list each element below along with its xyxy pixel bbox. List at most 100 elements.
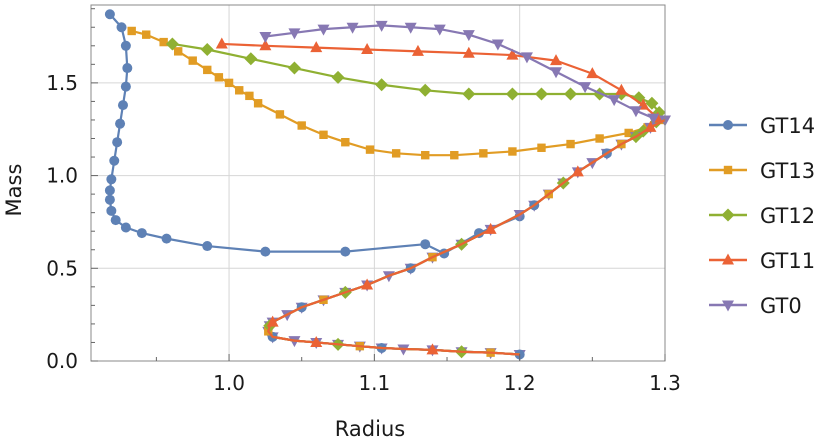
data-point bbox=[375, 78, 389, 92]
legend-marker bbox=[723, 165, 733, 175]
legend-label: GT0 bbox=[760, 294, 802, 318]
x-tick-label: 1.3 bbox=[649, 371, 681, 395]
data-point bbox=[245, 91, 254, 101]
shared-branch-GT11 bbox=[266, 118, 666, 356]
data-point bbox=[566, 139, 575, 149]
data-point bbox=[647, 113, 660, 125]
data-point bbox=[361, 278, 374, 290]
data-point bbox=[411, 44, 424, 56]
legend-marker bbox=[722, 253, 734, 265]
data-point bbox=[484, 222, 497, 234]
data-point bbox=[203, 65, 212, 75]
data-point bbox=[644, 120, 657, 132]
data-point bbox=[202, 241, 213, 252]
data-point bbox=[550, 67, 563, 79]
legend-marker bbox=[723, 120, 733, 130]
data-point bbox=[317, 24, 330, 36]
data-point bbox=[310, 335, 323, 347]
legend: GT14 GT13 GT12 GT11 GT0 bbox=[709, 114, 815, 318]
data-point bbox=[629, 106, 642, 118]
data-point bbox=[275, 110, 285, 119]
y-tick-label: 1.0 bbox=[46, 164, 78, 188]
y-axis-title: Mass bbox=[2, 164, 26, 217]
data-point bbox=[421, 150, 430, 160]
data-point bbox=[200, 43, 214, 56]
data-point bbox=[120, 40, 131, 51]
data-point bbox=[491, 39, 504, 51]
data-point bbox=[418, 83, 432, 97]
data-point bbox=[127, 26, 136, 36]
data-point bbox=[361, 43, 374, 54]
data-point bbox=[159, 37, 168, 47]
data-point bbox=[340, 246, 351, 257]
data-point bbox=[319, 130, 328, 139]
data-point bbox=[615, 83, 628, 95]
legend-item-GT13: GT13 bbox=[709, 159, 815, 183]
data-point bbox=[426, 343, 439, 355]
data-point bbox=[260, 246, 271, 257]
data-point bbox=[505, 87, 519, 101]
legend-label: GT11 bbox=[760, 249, 815, 273]
series-GT13 bbox=[127, 26, 665, 160]
data-point bbox=[104, 194, 115, 205]
data-point bbox=[391, 149, 401, 158]
legend-label: GT12 bbox=[760, 204, 815, 228]
data-point bbox=[122, 63, 133, 74]
axis-ticks: 1.0 1.1 1.2 1.3 0.0 0.5 1.0 1.5 bbox=[46, 8, 681, 395]
data-point bbox=[106, 174, 117, 185]
data-point bbox=[462, 46, 475, 58]
data-point bbox=[112, 137, 123, 148]
data-series bbox=[104, 9, 671, 362]
data-point bbox=[120, 222, 131, 233]
data-point bbox=[115, 118, 126, 129]
data-point bbox=[136, 228, 147, 239]
data-point bbox=[375, 20, 388, 32]
legend-marker bbox=[721, 208, 735, 222]
data-point bbox=[537, 143, 546, 152]
y-tick-label: 0.5 bbox=[46, 256, 78, 280]
data-point bbox=[259, 39, 272, 51]
data-point bbox=[579, 82, 592, 94]
data-point bbox=[116, 22, 127, 33]
data-point bbox=[550, 54, 563, 66]
series-line bbox=[267, 118, 666, 356]
data-point bbox=[165, 37, 179, 51]
data-point bbox=[450, 150, 459, 160]
data-point bbox=[564, 87, 578, 101]
series-GT0 bbox=[259, 20, 660, 125]
data-point bbox=[520, 52, 533, 64]
data-point bbox=[534, 87, 548, 101]
data-point bbox=[161, 233, 172, 244]
data-point bbox=[608, 95, 621, 107]
data-point bbox=[365, 145, 375, 154]
data-point bbox=[462, 87, 476, 101]
data-point bbox=[104, 185, 115, 196]
x-tick-label: 1.1 bbox=[358, 371, 390, 395]
data-point bbox=[214, 73, 224, 82]
data-point bbox=[110, 215, 121, 226]
data-point bbox=[331, 70, 345, 84]
data-point bbox=[506, 48, 519, 60]
series-GT12 bbox=[165, 37, 666, 138]
data-point bbox=[462, 30, 475, 42]
data-point bbox=[479, 149, 488, 158]
data-point bbox=[173, 47, 183, 56]
data-point bbox=[120, 81, 131, 92]
legend-item-GT11: GT11 bbox=[709, 249, 815, 273]
data-point bbox=[266, 315, 279, 327]
legend-label: GT14 bbox=[760, 114, 815, 138]
data-point bbox=[404, 22, 417, 34]
data-point bbox=[571, 165, 584, 177]
data-point bbox=[420, 239, 431, 250]
data-point bbox=[104, 9, 115, 20]
data-point bbox=[142, 30, 151, 39]
y-tick-label: 0.0 bbox=[46, 349, 78, 373]
data-point bbox=[188, 56, 197, 65]
y-tick-label: 1.5 bbox=[46, 71, 78, 95]
data-point bbox=[235, 86, 244, 95]
legend-item-GT0: GT0 bbox=[709, 294, 802, 318]
plot-area bbox=[91, 5, 665, 361]
data-point bbox=[297, 121, 306, 130]
legend-marker bbox=[722, 300, 734, 312]
